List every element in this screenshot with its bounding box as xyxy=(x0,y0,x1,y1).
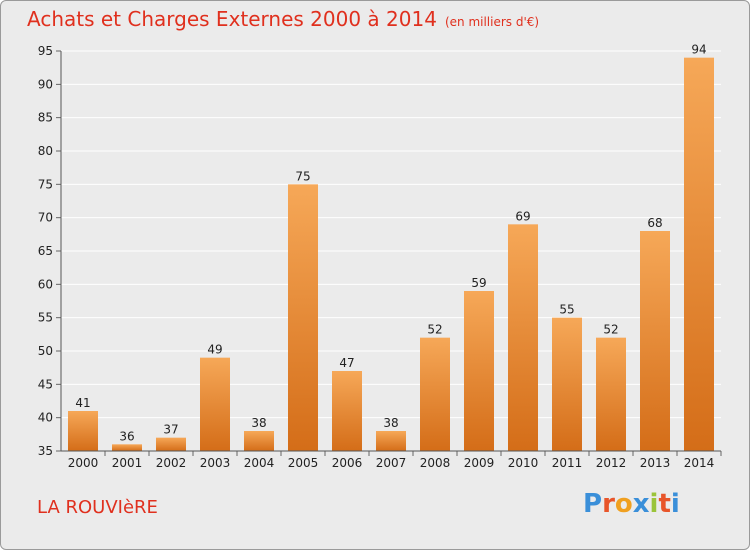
title-subtitle: (en milliers d'€) xyxy=(444,15,540,29)
x-tick-label-2011: 2011 xyxy=(552,456,583,470)
bar-2013 xyxy=(640,231,670,451)
bar-2005 xyxy=(288,184,318,452)
title-main: Achats et Charges Externes 2000 à 2014 xyxy=(27,7,437,31)
y-tick-label: 60 xyxy=(38,277,53,291)
value-label-2005: 75 xyxy=(295,169,310,183)
x-tick-label-2002: 2002 xyxy=(156,456,187,470)
bar-2004 xyxy=(244,431,274,451)
bar-2006 xyxy=(332,371,362,451)
value-label-2006: 47 xyxy=(339,356,354,370)
bar-2011 xyxy=(552,317,582,451)
bar-2009 xyxy=(464,291,494,451)
y-tick-label: 40 xyxy=(38,411,53,425)
chart-title: Achats et Charges Externes 2000 à 2014 (e… xyxy=(27,7,539,31)
axes-lines xyxy=(60,51,721,452)
y-tick-label: 70 xyxy=(38,211,53,225)
value-label-2010: 69 xyxy=(515,209,530,223)
bar-2003 xyxy=(200,357,230,451)
y-tick-label: 90 xyxy=(38,77,53,91)
bar-2008 xyxy=(420,337,450,451)
x-tick-label-2003: 2003 xyxy=(200,456,231,470)
value-label-2007: 38 xyxy=(383,416,398,430)
x-tick-label-2014: 2014 xyxy=(684,456,715,470)
value-label-2004: 38 xyxy=(251,416,266,430)
value-label-2012: 52 xyxy=(603,323,618,337)
y-tick-label: 75 xyxy=(38,177,53,191)
value-label-2011: 55 xyxy=(559,303,574,317)
x-tick-label-2008: 2008 xyxy=(420,456,451,470)
y-axis: 35 40 45 50 55 60 65 70 75 80 85 90 95 xyxy=(38,44,61,458)
y-tick-label: 65 xyxy=(38,244,53,258)
x-tick-label-2001: 2001 xyxy=(112,456,143,470)
value-label-2003: 49 xyxy=(207,343,222,357)
y-tick-label: 85 xyxy=(38,111,53,125)
value-label-2014: 94 xyxy=(691,43,706,57)
value-label-2002: 37 xyxy=(163,423,178,437)
y-tick-label: 55 xyxy=(38,311,53,325)
x-tick-label-2006: 2006 xyxy=(332,456,363,470)
logo-letter: x xyxy=(632,489,650,519)
value-label-2000: 41 xyxy=(75,396,90,410)
x-tick-label-2012: 2012 xyxy=(596,456,627,470)
x-tick-label-2010: 2010 xyxy=(508,456,539,470)
y-tick-label: 50 xyxy=(38,344,53,358)
bar-2014 xyxy=(684,57,714,452)
x-tick-label-2005: 2005 xyxy=(288,456,319,470)
commune-name: LA ROUVIèRE xyxy=(37,497,158,518)
logo-letter: r xyxy=(602,489,615,519)
x-tick-label-2004: 2004 xyxy=(244,456,275,470)
bar-2010 xyxy=(508,224,538,451)
bar-2002 xyxy=(156,437,186,451)
logo-letter: i xyxy=(670,489,680,519)
x-tick-label-2013: 2013 xyxy=(640,456,671,470)
x-tick-label-2007: 2007 xyxy=(376,456,407,470)
bar-2007 xyxy=(376,431,406,451)
x-tick-label-2000: 2000 xyxy=(68,456,99,470)
logo-letter: o xyxy=(614,489,633,519)
logo-letter: i xyxy=(649,489,659,519)
y-tick-label: 45 xyxy=(38,377,53,391)
y-tick-label: 80 xyxy=(38,144,53,158)
y-tick-label: 95 xyxy=(38,44,53,58)
bar-2001 xyxy=(112,444,142,451)
value-label-2001: 36 xyxy=(119,429,134,443)
bars: 41 36 37 49 38 75 47 38 52 59 69 55 52 68 94 xyxy=(68,43,714,452)
value-label-2008: 52 xyxy=(427,323,442,337)
logo-letter: t xyxy=(658,489,671,519)
logo-letter: P xyxy=(583,489,603,519)
value-label-2013: 68 xyxy=(647,216,662,230)
y-tick-label: 35 xyxy=(38,444,53,458)
bar-2012 xyxy=(596,337,626,451)
x-axis: 2000 2001 2002 2003 2004 2005 2006 2007 2008 2009… xyxy=(68,451,722,470)
proxiti-logo[interactable]: Proxiti xyxy=(583,489,680,519)
value-label-2009: 59 xyxy=(471,276,486,290)
bar-2000 xyxy=(68,411,98,451)
x-tick-label-2009: 2009 xyxy=(464,456,495,470)
